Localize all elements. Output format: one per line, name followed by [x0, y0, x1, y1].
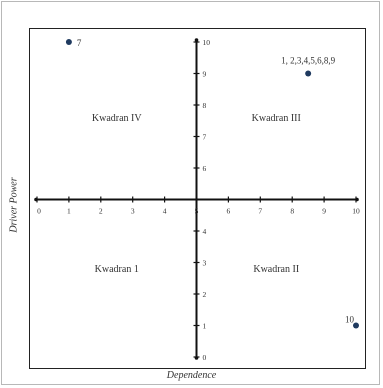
x-tick-label: 4 — [163, 207, 167, 216]
y-tick-label: 7 — [203, 133, 207, 142]
x-tick-label: 5 — [195, 207, 199, 216]
axis-end-cap — [194, 38, 199, 42]
data-point-label: 1, 2,3,4,5,6,8,9 — [281, 56, 336, 66]
y-axis-title: Driver Power — [8, 177, 20, 233]
x-tick-label: 10 — [352, 207, 360, 216]
y-tick-label: 1 — [203, 322, 207, 331]
quadrant-label: Kwadran III — [252, 113, 301, 124]
x-tick-label: 2 — [99, 207, 103, 216]
data-point-label: 7 — [77, 38, 82, 48]
quadrant-label: Kwadran IV — [92, 113, 142, 124]
data-point — [353, 322, 359, 329]
quadrant-label: Kwadran II — [253, 264, 299, 275]
quadrant-label: Kwadran 1 — [95, 264, 139, 275]
x-tick-label: 0 — [37, 207, 41, 216]
x-axis-title: Dependence — [166, 370, 217, 381]
y-tick-label: 0 — [203, 353, 207, 362]
y-tick-label: 2 — [203, 290, 207, 299]
y-tick-label: 9 — [203, 70, 207, 79]
data-point — [65, 39, 72, 45]
x-tick-label: 7 — [258, 207, 262, 216]
x-tick-label: 8 — [290, 207, 294, 216]
x-tick-label: 1 — [67, 207, 71, 216]
plot-border — [29, 28, 366, 369]
figure-frame — [1, 1, 380, 385]
y-tick-label: 6 — [203, 164, 207, 173]
y-tick-label: 4 — [203, 227, 207, 236]
x-tick-label: 3 — [131, 207, 135, 216]
data-point-label: 10 — [345, 315, 355, 325]
y-tick-label: 8 — [203, 101, 207, 110]
y-tick-label: 3 — [203, 259, 207, 268]
y-tick-label: 10 — [203, 38, 211, 47]
x-tick-label: 6 — [227, 207, 231, 216]
x-tick-label: 9 — [322, 207, 326, 216]
data-point — [305, 70, 312, 77]
